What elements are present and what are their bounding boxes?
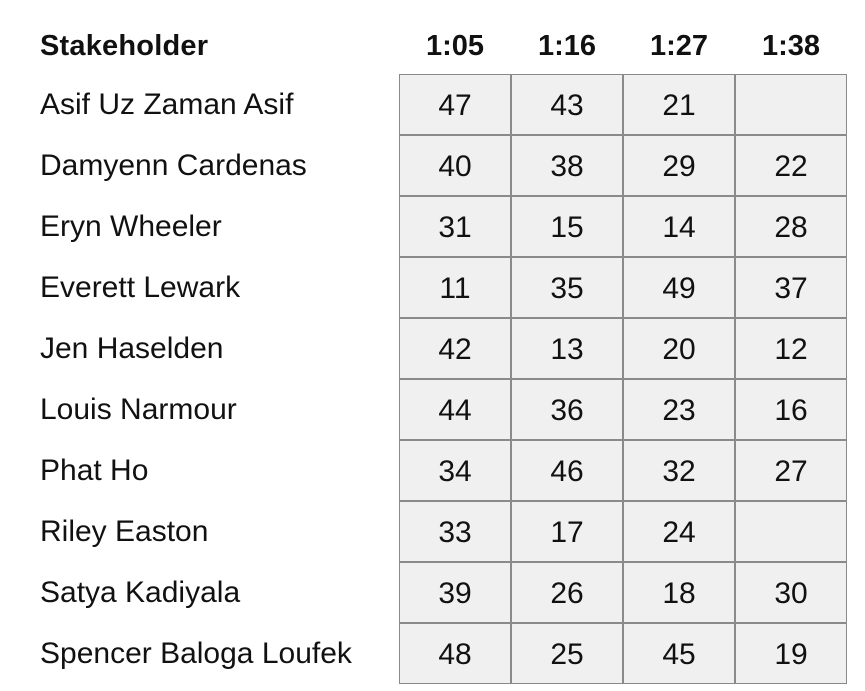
table-cell: 21 — [623, 74, 735, 135]
table-cell: 44 — [399, 379, 511, 440]
table-row: Satya Kadiyala 39 26 18 30 — [0, 562, 865, 623]
table-cell: 43 — [511, 74, 623, 135]
table-row: Jen Haselden 42 13 20 12 — [0, 318, 865, 379]
table-cell: 45 — [623, 623, 735, 684]
table-cell: 31 — [399, 196, 511, 257]
header-col-1: 1:05 — [425, 30, 485, 62]
table-cell: 47 — [399, 74, 511, 135]
stakeholder-name: Riley Easton — [40, 515, 209, 548]
table-cell: 15 — [511, 196, 623, 257]
table-cell: 12 — [735, 318, 847, 379]
header-stakeholder: Stakeholder — [40, 30, 209, 62]
table-row: Asif Uz Zaman Asif 47 43 21 — [0, 74, 865, 135]
table-row: Spencer Baloga Loufek 48 25 45 19 — [0, 623, 865, 684]
table-row: Eryn Wheeler 31 15 14 28 — [0, 196, 865, 257]
table-cell: 26 — [511, 562, 623, 623]
table-cell: 49 — [623, 257, 735, 318]
table-cell: 17 — [511, 501, 623, 562]
table-cell: 36 — [511, 379, 623, 440]
stakeholder-name: Eryn Wheeler — [40, 210, 222, 243]
table-cell: 22 — [735, 135, 847, 196]
table-cell — [735, 74, 847, 135]
stakeholder-name: Everett Lewark — [40, 271, 241, 304]
table-cell: 37 — [735, 257, 847, 318]
table-cell: 30 — [735, 562, 847, 623]
table-row: Phat Ho 34 46 32 27 — [0, 440, 865, 501]
table-row: Everett Lewark 11 35 49 37 — [0, 257, 865, 318]
table-cell: 23 — [623, 379, 735, 440]
table-cell: 38 — [511, 135, 623, 196]
table-cell: 42 — [399, 318, 511, 379]
table-cell: 28 — [735, 196, 847, 257]
stakeholder-name: Louis Narmour — [40, 393, 237, 426]
table-cell: 46 — [511, 440, 623, 501]
table-cell: 35 — [511, 257, 623, 318]
table-cell: 39 — [399, 562, 511, 623]
header-col-3: 1:27 — [649, 30, 709, 62]
table-cell: 29 — [623, 135, 735, 196]
table-cell: 11 — [399, 257, 511, 318]
table-cell: 14 — [623, 196, 735, 257]
table-cell: 19 — [735, 623, 847, 684]
table-cell: 13 — [511, 318, 623, 379]
table-cell — [735, 501, 847, 562]
stakeholder-name: Damyenn Cardenas — [40, 149, 307, 182]
table-cell: 27 — [735, 440, 847, 501]
stakeholder-name: Spencer Baloga Loufek — [40, 637, 352, 670]
header-col-2: 1:16 — [537, 30, 597, 62]
stakeholder-name: Asif Uz Zaman Asif — [40, 88, 294, 121]
table-cell: 24 — [623, 501, 735, 562]
table-cell: 32 — [623, 440, 735, 501]
table-cell: 25 — [511, 623, 623, 684]
header-col-4: 1:38 — [761, 30, 821, 62]
table-cell: 16 — [735, 379, 847, 440]
table-cell: 20 — [623, 318, 735, 379]
stakeholder-name: Satya Kadiyala — [40, 576, 241, 609]
table-row: Damyenn Cardenas 40 38 29 22 — [0, 135, 865, 196]
table-row: Riley Easton 33 17 24 — [0, 501, 865, 562]
table-cell: 34 — [399, 440, 511, 501]
stakeholder-name: Phat Ho — [40, 454, 149, 487]
table-cell: 48 — [399, 623, 511, 684]
table-cell: 40 — [399, 135, 511, 196]
table-row: Louis Narmour 44 36 23 16 — [0, 379, 865, 440]
stakeholder-name: Jen Haselden — [40, 332, 224, 365]
table-cell: 33 — [399, 501, 511, 562]
table-header-row: Stakeholder 1:05 1:16 1:27 1:38 — [0, 18, 865, 74]
table-cell: 18 — [623, 562, 735, 623]
